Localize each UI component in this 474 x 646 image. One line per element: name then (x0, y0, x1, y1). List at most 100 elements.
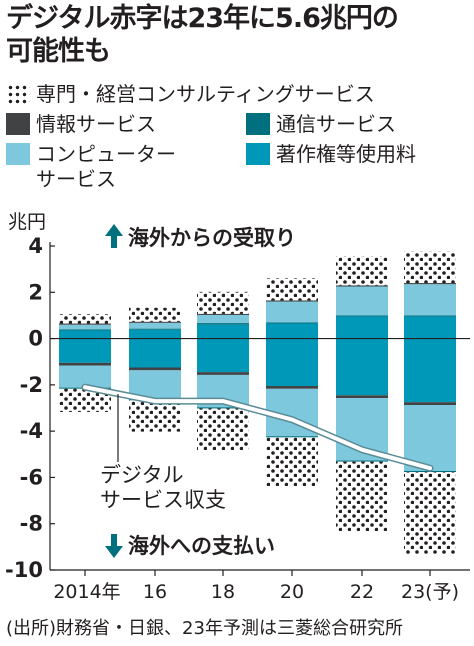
bar-segment-payment-telecom (336, 460, 388, 462)
legend: 専門・経営コンサルティングサービス 情報サービス 通信サービス コンピューター … (0, 82, 474, 200)
legend-item-computer: コンピューター サービス (6, 142, 176, 192)
bar-segment-payment-computer (59, 365, 111, 388)
bar-segment-receipt-ip (59, 330, 111, 339)
bar-segment-payment-consulting (129, 400, 181, 432)
legend-label: 通信サービス (276, 112, 396, 136)
bar-segment-payment-info (336, 395, 388, 399)
balance-point (429, 467, 431, 469)
bar-segment-receipt-computer (59, 324, 111, 330)
y-tick-label: 0 (28, 327, 43, 351)
balance-point (361, 449, 363, 451)
bar-segment-receipt-computer (197, 314, 249, 324)
x-tick-label: 23(予) (401, 581, 459, 603)
bar-segment-receipt-telecom (59, 329, 111, 331)
bar-segment-receipt-telecom (197, 323, 249, 325)
bar-segment-receipt-ip (129, 329, 181, 339)
bar-segment-payment-ip (129, 338, 181, 368)
x-tick-label: 18 (211, 581, 235, 603)
bar-segment-receipt-consulting (129, 307, 181, 322)
x-tick-label: 22 (350, 581, 374, 603)
bar-segment-payment-info (59, 362, 111, 366)
y-tick-label: -2 (20, 373, 43, 397)
bar-segment-receipt-info (404, 283, 456, 285)
legend-swatch-ip (246, 143, 270, 165)
bar-segment-receipt-info (59, 323, 111, 325)
legend-label: 情報サービス (36, 112, 156, 136)
y-axis-unit: 兆円 (8, 211, 46, 233)
chart-title-line: 可能性も (6, 36, 111, 67)
bar-segment-payment-consulting (266, 437, 318, 486)
bar-segment-receipt-ip (197, 324, 249, 339)
bar-segment-receipt-computer (336, 286, 388, 316)
y-tick-label: -8 (20, 512, 43, 536)
bar-segment-receipt-info (336, 285, 388, 287)
legend-item-telecom: 通信サービス (246, 112, 396, 137)
bar-segment-receipt-computer (129, 322, 181, 329)
bar-segment-payment-ip (336, 338, 388, 396)
bar-segment-receipt-info (129, 321, 181, 323)
bar-segment-receipt-consulting (197, 291, 249, 314)
legend-swatch-computer (6, 143, 30, 165)
y-tick-label: 2 (28, 280, 43, 304)
bar-segment-payment-consulting (404, 472, 456, 555)
bar-segment-payment-ip (197, 338, 249, 373)
bar-segment-receipt-computer (266, 301, 318, 323)
legend-item-ip: 著作権等使用料 (246, 142, 416, 167)
bar-segment-payment-telecom (197, 407, 249, 409)
bar-segment-payment-ip (404, 338, 456, 403)
receipts-annotation: 海外からの受取り (128, 226, 296, 250)
bar-segment-payment-consulting (197, 408, 249, 451)
bar-segment-payment-info (129, 367, 181, 371)
x-tick-label: 20 (280, 581, 304, 603)
bar-segment-receipt-telecom (266, 322, 318, 324)
bar-segment-receipt-consulting (404, 251, 456, 284)
legend-swatch-telecom (246, 113, 270, 135)
bar-segment-receipt-telecom (336, 315, 388, 317)
bar-segment-receipt-consulting (266, 278, 318, 301)
payments-annotation: 海外への支払い (128, 534, 275, 558)
bar-segment-receipt-telecom (129, 328, 181, 330)
chart-title: デジタル赤字は23年に5.6兆円の 可能性も (6, 2, 470, 68)
bar-segment-receipt-ip (266, 323, 318, 339)
bar-segment-receipt-consulting (336, 256, 388, 286)
bar-segment-receipt-info (266, 300, 318, 302)
bar-segment-payment-ip (266, 338, 318, 387)
legend-swatch-info (6, 113, 30, 135)
legend-label: コンピューター サービス (36, 142, 176, 191)
up-arrow-icon (105, 224, 123, 248)
bar-segment-payment-consulting (59, 388, 111, 412)
chart-title-line: デジタル赤字は23年に5.6兆円の (6, 3, 399, 34)
legend-label: 専門・経営コンサルティングサービス (36, 82, 375, 106)
bar-segment-payment-telecom (266, 436, 318, 438)
balance-point (222, 400, 224, 402)
balance-point (84, 386, 86, 388)
x-tick-label: 2014年 (53, 581, 120, 603)
source-note: (出所)財務省・日銀、23年予測は三菱総合研究所 (6, 618, 403, 639)
bar-segment-receipt-consulting (59, 314, 111, 324)
balance-label-line: サービス収支 (100, 488, 226, 512)
bar-segment-payment-info (404, 402, 456, 405)
bar-segment-payment-consulting (336, 461, 388, 532)
legend-item-info: 情報サービス (6, 112, 156, 137)
bar-segment-payment-info (197, 372, 249, 375)
x-tick-label: 16 (143, 581, 167, 603)
y-tick-label: 4 (28, 234, 43, 258)
y-tick-label: -6 (20, 465, 43, 489)
y-tick-label: -4 (20, 419, 43, 443)
legend-item-consulting: 専門・経営コンサルティングサービス (6, 82, 375, 107)
bar-segment-receipt-computer (404, 284, 456, 316)
legend-label: 著作権等使用料 (276, 142, 416, 166)
balance-point (291, 419, 293, 421)
bar-segment-receipt-ip (336, 316, 388, 339)
balance-label-line: デジタル (100, 463, 184, 487)
down-arrow-icon (105, 534, 123, 558)
balance-point (154, 400, 156, 402)
y-tick-label: -10 (5, 558, 43, 582)
legend-swatch-dotted (6, 83, 30, 105)
bar-segment-receipt-telecom (404, 315, 456, 317)
balance-line (83, 385, 432, 471)
bar-segment-payment-info (266, 386, 318, 389)
bar-segment-receipt-ip (404, 316, 456, 339)
bar-segment-payment-ip (59, 338, 111, 363)
